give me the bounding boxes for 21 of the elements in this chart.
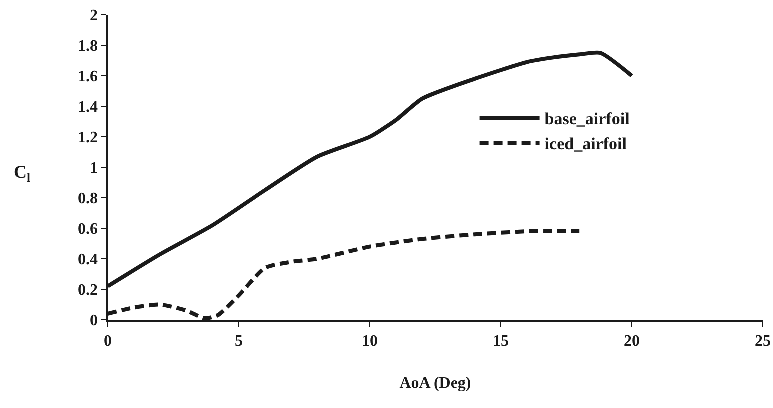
y-tick-label: 1 [90,160,98,178]
x-tick-label: 25 [755,332,771,350]
x-tick-label: 15 [493,332,509,350]
y-tick-label: 2 [90,8,98,25]
y-tick-label: 0 [90,312,98,330]
y-tick-label: 1.8 [78,38,98,56]
y-tick-label: 1.6 [78,68,98,86]
x-tick-label: 10 [362,332,378,350]
y-tick-label: 1.2 [78,130,98,147]
y-tick-label: 0.2 [78,282,98,300]
x-axis-title: AoA (Deg) [400,375,472,392]
y-tick-label: 0.4 [78,252,98,269]
x-tick-label: 0 [104,332,112,350]
y-tick-label: 1.4 [78,99,98,116]
y-tick-label: 0.8 [78,190,98,208]
legend-label: iced_airfoil [544,134,628,154]
legend-label: base_airfoil [544,110,630,129]
x-tick-label: 5 [235,332,243,350]
y-axis-title: C$_{l}$ [14,162,31,185]
y-tick-label: 0.6 [78,221,98,238]
x-tick-label: 20 [624,332,640,350]
